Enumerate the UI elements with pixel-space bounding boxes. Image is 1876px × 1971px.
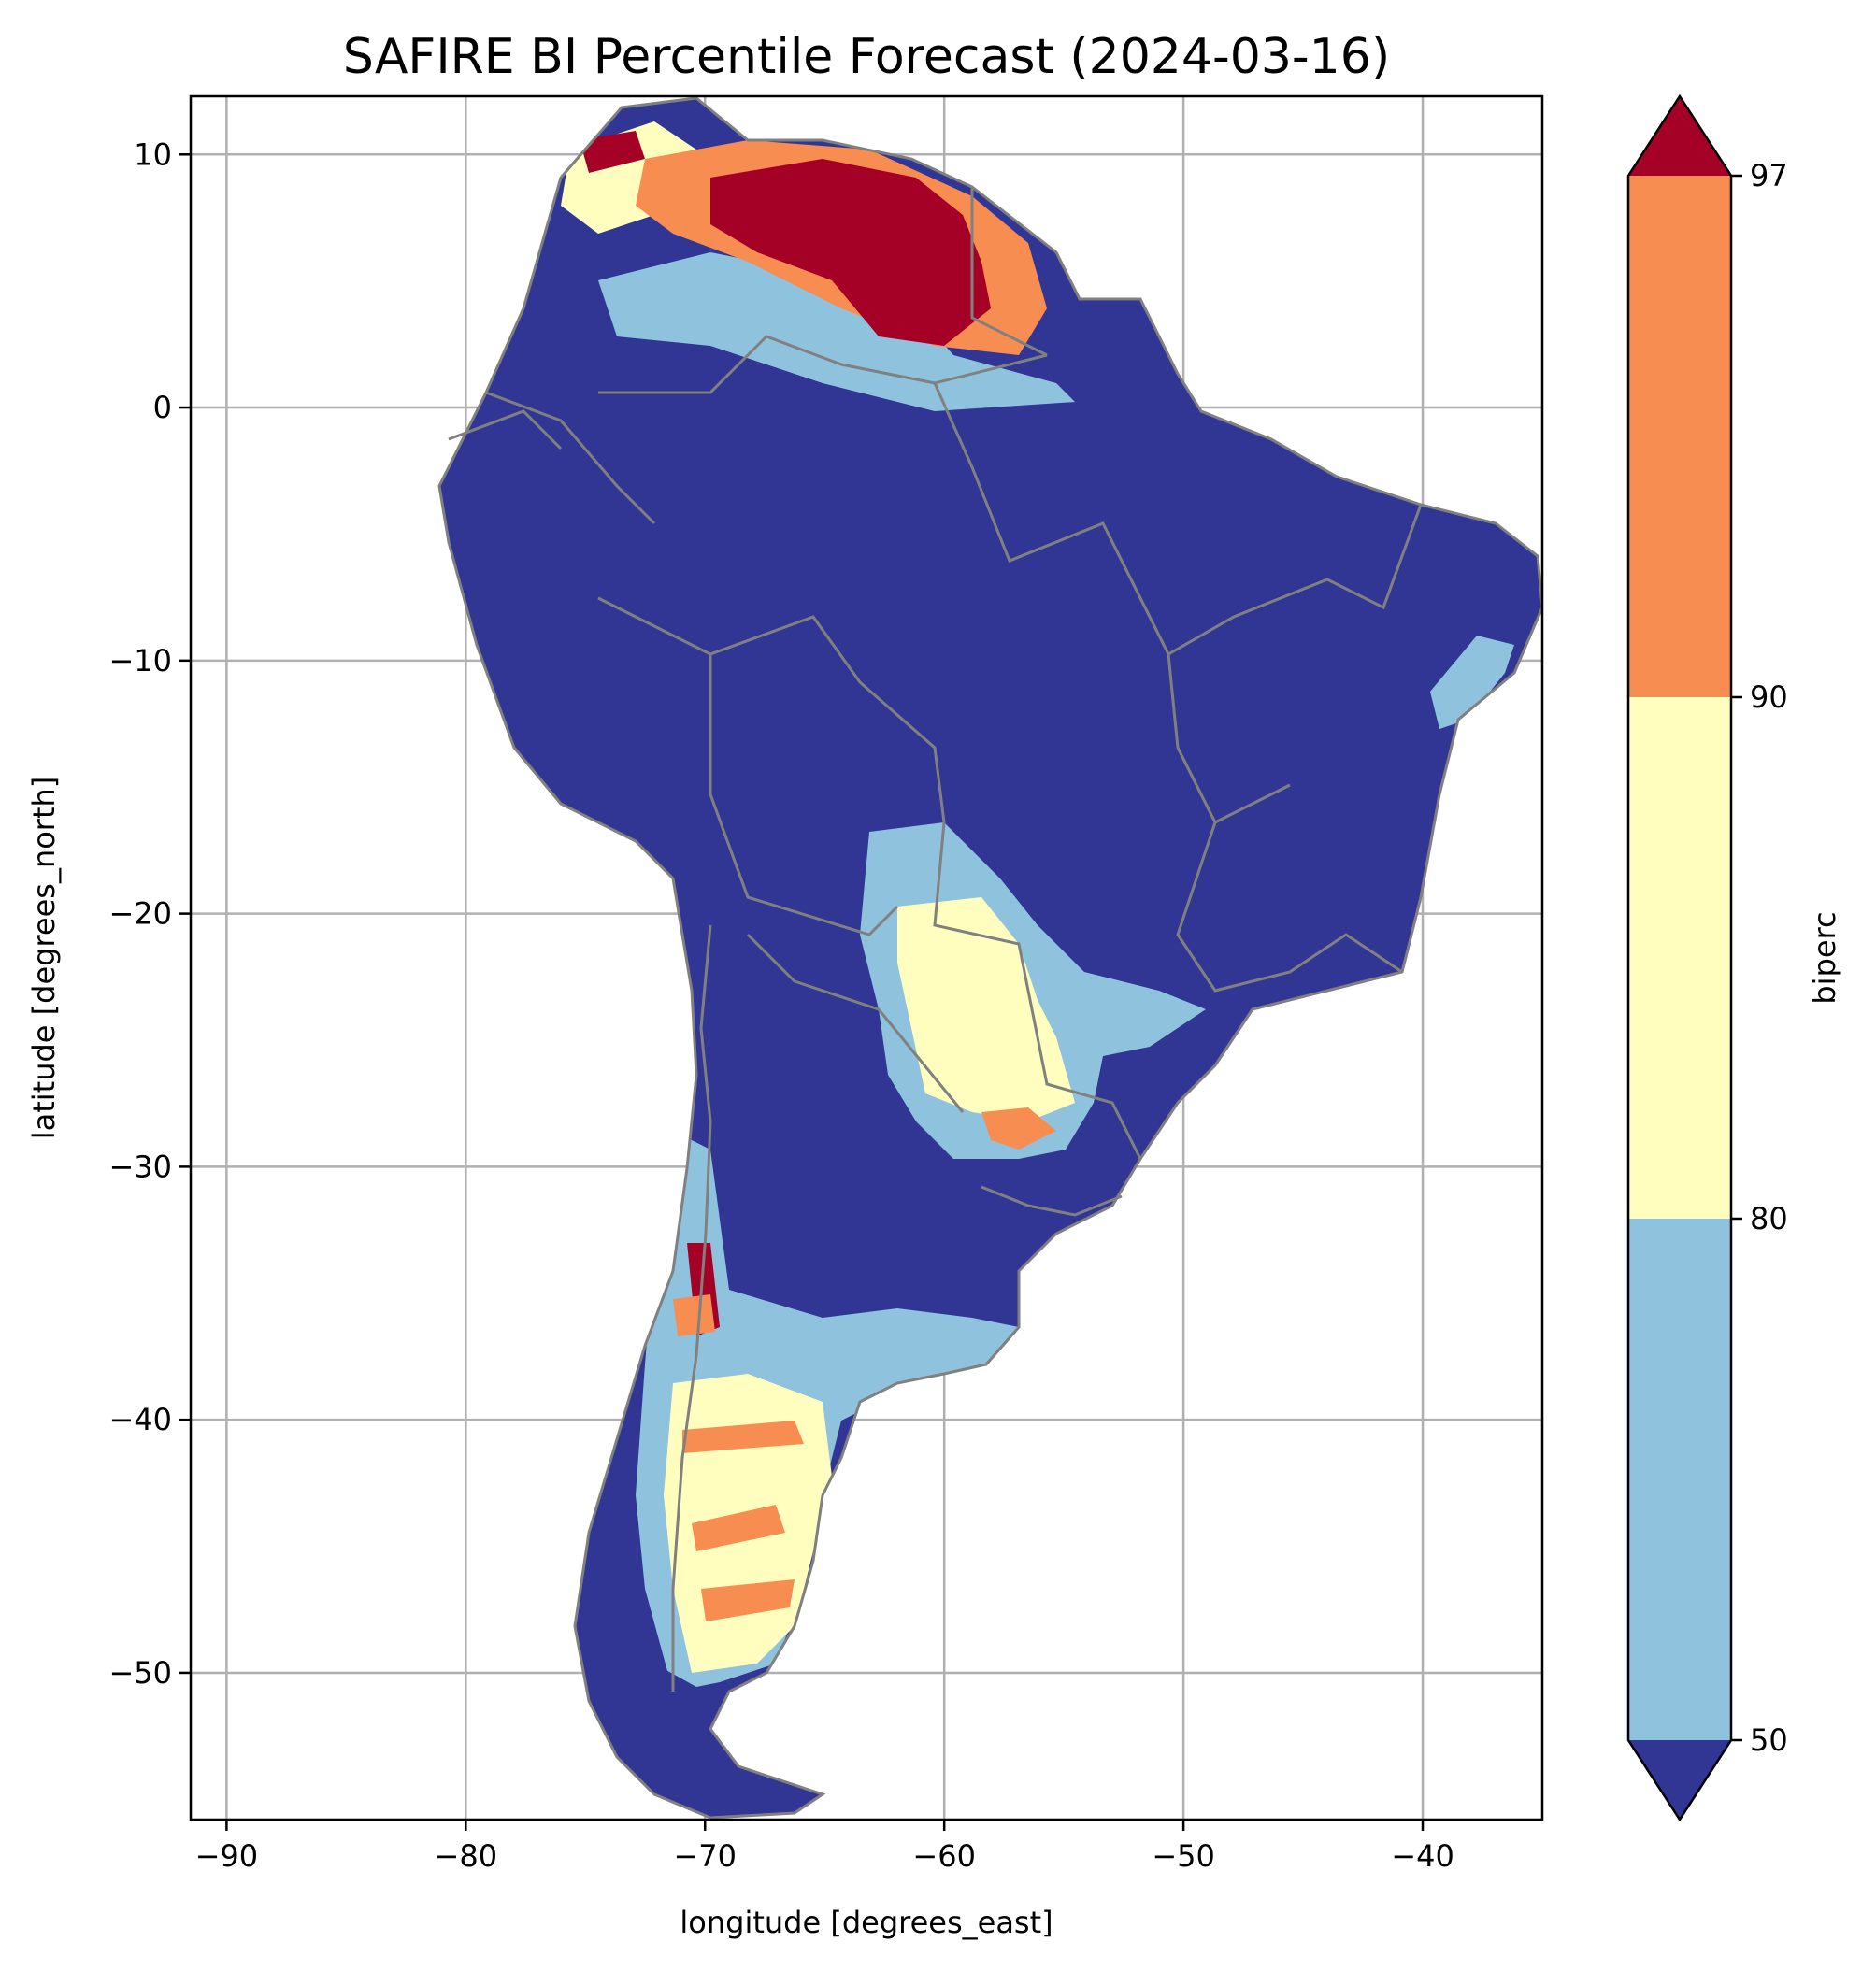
x-axis-label: longitude [degrees_east]: [680, 1905, 1053, 1940]
border-ecuador: [448, 409, 563, 450]
x-tick-label: −50: [1152, 1838, 1215, 1874]
border-brazil-west: [597, 596, 1142, 1160]
country-borders: [437, 96, 1542, 1820]
border-argentina-north: [746, 933, 965, 1113]
coastline: [437, 96, 1542, 1820]
colorbar-bin-90-97: [1628, 176, 1731, 697]
y-tick-label: 10: [134, 136, 172, 172]
y-axis-label: latitude [degrees_north]: [26, 777, 62, 1140]
border-chile-argentina: [671, 924, 712, 1692]
y-tick-label: −30: [108, 1149, 172, 1184]
colorbar-bin-80-90: [1628, 697, 1731, 1219]
region-south-orange-1: [682, 1421, 804, 1453]
map-axes-frame: [189, 94, 1544, 1821]
y-axis-ticks: 10 0 −10 −20 −30 −40 −50: [108, 136, 191, 1691]
border-bolivia: [709, 654, 899, 936]
map-land-group: [437, 96, 1542, 1820]
border-venezuela-guyana: [970, 187, 1048, 357]
region-north-red: [710, 159, 991, 346]
border-brazil-north: [598, 335, 1048, 394]
colorbar-tick-label: 97: [1750, 158, 1788, 193]
colorbar-label: biperc: [1807, 911, 1842, 1004]
region-chaco-orange: [981, 1107, 1056, 1150]
border-brazil-states-1: [933, 382, 1291, 825]
y-tick-label: −40: [108, 1402, 172, 1437]
y-tick-label: 0: [153, 390, 172, 425]
colorbar-ticks: 50 80 90 97: [1731, 158, 1788, 1758]
x-tick-label: −70: [673, 1838, 737, 1874]
chart-title: SAFIRE BI Percentile Forecast (2024-03-1…: [343, 29, 1390, 85]
colorbar-tick-label: 50: [1750, 1722, 1788, 1758]
colorbar-tick-label: 90: [1750, 679, 1788, 715]
border-brazil-states-3: [1176, 821, 1403, 993]
x-tick-label: −40: [1391, 1838, 1454, 1874]
x-tick-label: −60: [912, 1838, 976, 1874]
region-north-lightblue: [598, 252, 1075, 411]
region-south-orange-2: [692, 1505, 785, 1551]
x-tick-label: −90: [195, 1838, 259, 1874]
region-south-orange-3: [701, 1579, 795, 1621]
y-tick-label: −10: [108, 643, 172, 678]
border-brazil-states-2: [1167, 504, 1423, 656]
x-axis-ticks: −90 −80 −70 −60 −50 −40: [195, 1820, 1454, 1874]
colorbar-bin-50-80: [1628, 1219, 1731, 1740]
colorbar-tick-label: 80: [1750, 1201, 1788, 1236]
y-tick-label: −20: [108, 896, 172, 932]
colorbar: 50 80 90 97 biperc: [1626, 93, 1842, 1822]
colorbar-extend-max: [1628, 96, 1731, 176]
region-east-lightblue: [1430, 636, 1514, 729]
region-chaco-yellow: [897, 897, 1075, 1121]
border-uruguay: [981, 1185, 1123, 1217]
x-tick-label: −80: [435, 1838, 498, 1874]
region-north-red-2: [580, 131, 645, 173]
colorbar-extend-min: [1628, 1740, 1731, 1820]
region-andes-orange: [673, 1294, 715, 1336]
y-tick-label: −50: [108, 1655, 172, 1691]
border-colombia-peru: [485, 391, 656, 525]
